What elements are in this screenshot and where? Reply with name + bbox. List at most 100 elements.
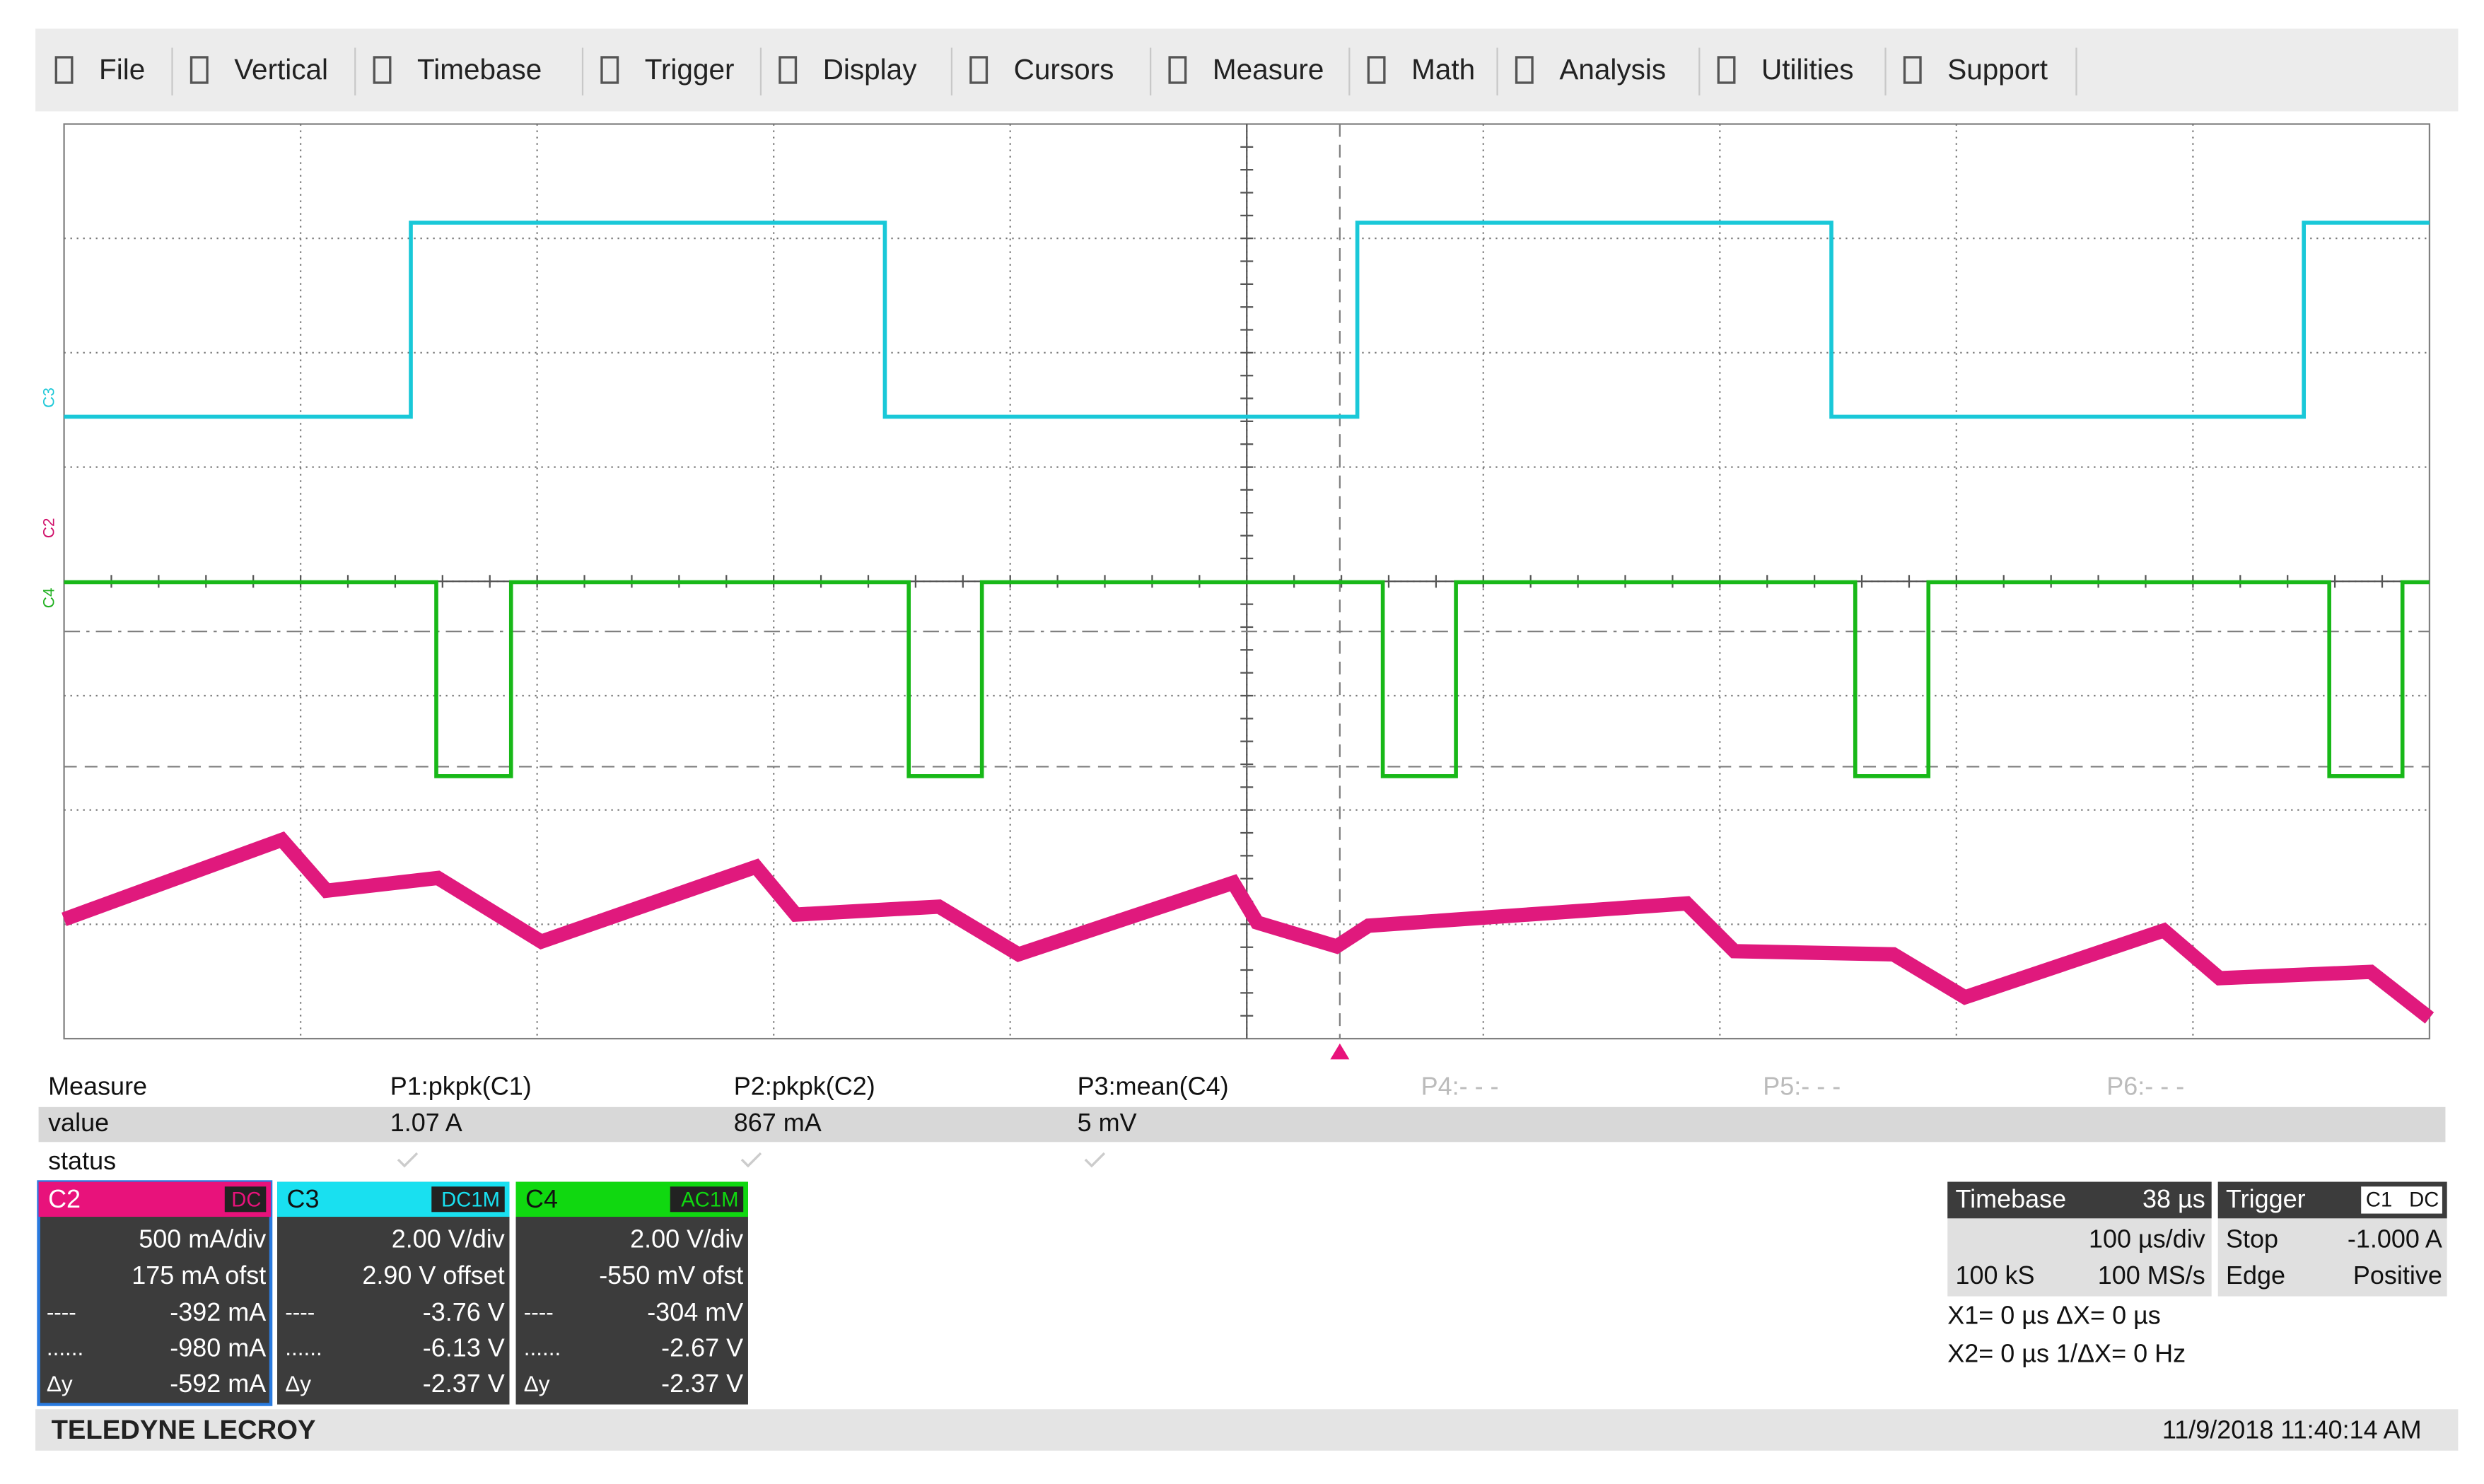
trigger-channel: C1 (2366, 1188, 2392, 1211)
trace-label: C3 (40, 387, 57, 408)
measure-header: P4:- - - (1421, 1071, 1499, 1100)
menu-icon (1367, 56, 1386, 84)
menu-item[interactable]: Support (1947, 53, 2048, 86)
status-bar (35, 1409, 2459, 1451)
cursor-value: -3.76 V (423, 1297, 505, 1326)
measure-value: 1.07 A (390, 1108, 462, 1137)
cursor-value: -592 mA (170, 1369, 266, 1398)
measure-value: value (48, 1108, 109, 1137)
measure-header: P5:- - - (1763, 1071, 1841, 1100)
menu: File Vertical Timebase Trigger Display Cursor… (54, 47, 2077, 95)
trigger-type: Edge (2226, 1261, 2285, 1290)
cursor-value: -6.13 V (423, 1333, 505, 1362)
menu-item[interactable]: Measure (1213, 53, 1324, 86)
cursor-readout: X2= 0 µs 1/ΔX= 0 Hz (1947, 1338, 2186, 1367)
timebase-label: Timebase (1956, 1184, 2067, 1213)
menu-icon (1717, 56, 1736, 84)
timebase-scale: 100 µs/div (2089, 1224, 2205, 1253)
menu-icon (600, 56, 619, 84)
channel-offset: 2.90 V offset (362, 1261, 504, 1290)
waveform-c4 (64, 580, 2430, 778)
channel-name: C3 (287, 1184, 320, 1213)
cursor-label: ---- (524, 1299, 554, 1325)
trigger-label: Trigger (2226, 1184, 2306, 1213)
cursor-readout: X1= 0 µs ΔX= 0 µs (1947, 1300, 2161, 1329)
menu-item[interactable]: Trigger (645, 53, 735, 86)
waveform-c3 (64, 221, 2430, 419)
cursor-label: ...... (524, 1335, 561, 1360)
status-check (740, 1152, 762, 1168)
menu-icon (1515, 56, 1534, 84)
menu-icon (779, 56, 798, 84)
trigger-slope: Positive (2353, 1261, 2442, 1290)
trigger-marker (1330, 1043, 1350, 1060)
cursor-value: -980 mA (170, 1333, 266, 1362)
menu-item[interactable]: Math (1411, 53, 1475, 86)
channel-scale: 2.00 V/div (392, 1224, 505, 1253)
coupling: DC (231, 1188, 261, 1211)
timebase-delay: 38 µs (2142, 1184, 2205, 1213)
cursor-label: Δy (524, 1371, 550, 1396)
channel-boxes: C2 DC 500 mA/div 175 mA ofst ---- -392 mA....… (37, 1180, 748, 1406)
coupling-badge (431, 1186, 505, 1213)
menu-icon (373, 56, 392, 84)
menu-item[interactable]: Display (823, 53, 917, 86)
trigger-mode: Stop (2226, 1224, 2278, 1253)
cursor-label: ---- (285, 1299, 315, 1325)
trace-labels: C3 C2 C4 (40, 387, 57, 608)
menu-item[interactable]: Analysis (1559, 53, 1666, 86)
menu-icon (1903, 56, 1922, 84)
menu-item[interactable]: Timebase (417, 53, 542, 86)
coupling-badge (670, 1186, 744, 1213)
measure-value: 5 mV (1078, 1108, 1137, 1137)
channel-name: C4 (525, 1184, 558, 1213)
measure-header: P6:- - - (2106, 1071, 2184, 1100)
trigger-badge (2361, 1186, 2442, 1214)
cursor-value: -304 mV (647, 1297, 743, 1326)
trace-label: C4 (40, 588, 57, 609)
channel-offset: 175 mA ofst (132, 1261, 266, 1290)
channel-body (515, 1181, 748, 1405)
coupling: DC1M (441, 1188, 500, 1211)
trigger-coupling: DC (2409, 1188, 2439, 1211)
trigger-level: -1.000 A (2348, 1224, 2442, 1253)
trace-label: C2 (40, 518, 57, 539)
menu-icon (1168, 56, 1187, 84)
measure-header: P3:mean(C4) (1078, 1071, 1229, 1100)
menu-icon (189, 56, 209, 84)
timebase-header (1947, 1181, 2212, 1219)
cursor-label: ---- (47, 1299, 76, 1325)
brand: TELEDYNE LECROY (52, 1415, 316, 1445)
cursor-value: -2.67 V (661, 1333, 743, 1362)
menu-item[interactable]: Utilities (1761, 53, 1853, 86)
measure-header: Measure (48, 1071, 147, 1100)
cursor-value: -392 mA (170, 1297, 266, 1326)
measure-header: P1:pkpk(C1) (390, 1071, 532, 1100)
channel-body (277, 1181, 510, 1405)
menu-icon (54, 56, 74, 84)
cursor-label: Δy (285, 1371, 311, 1396)
timebase-samples: 100 kS (1956, 1261, 2035, 1290)
waveform-c2 (62, 831, 2435, 1024)
cursor-label: Δy (47, 1371, 73, 1396)
cursor-label: ...... (47, 1335, 83, 1360)
status-check (397, 1152, 419, 1168)
value-row (38, 1106, 2446, 1143)
cursor-label: ...... (285, 1335, 322, 1360)
menu-bar (35, 28, 2459, 112)
menu-item[interactable]: Cursors (1014, 53, 1114, 86)
menu-item[interactable]: Vertical (234, 53, 328, 86)
measure-status: status (48, 1146, 116, 1175)
coupling: AC1M (681, 1188, 738, 1211)
measure-table: Measure P1:pkpk(C1) P2:pkpk(C2) P3:mean(C4)… (38, 1071, 2446, 1175)
cursor-value: -2.37 V (423, 1369, 505, 1398)
menu-item[interactable]: File (99, 53, 145, 86)
channel-name: C2 (48, 1184, 81, 1213)
channel-scale: 500 mA/div (139, 1224, 266, 1253)
measure-header: P2:pkpk(C2) (734, 1071, 875, 1100)
timebase-rate: 100 MS/s (2098, 1261, 2205, 1290)
menu-icon (969, 56, 989, 84)
measure-value: 867 mA (734, 1108, 822, 1137)
status-check (1084, 1152, 1106, 1168)
timestamp: 11/9/2018 11:40:14 AM (2162, 1415, 2422, 1444)
